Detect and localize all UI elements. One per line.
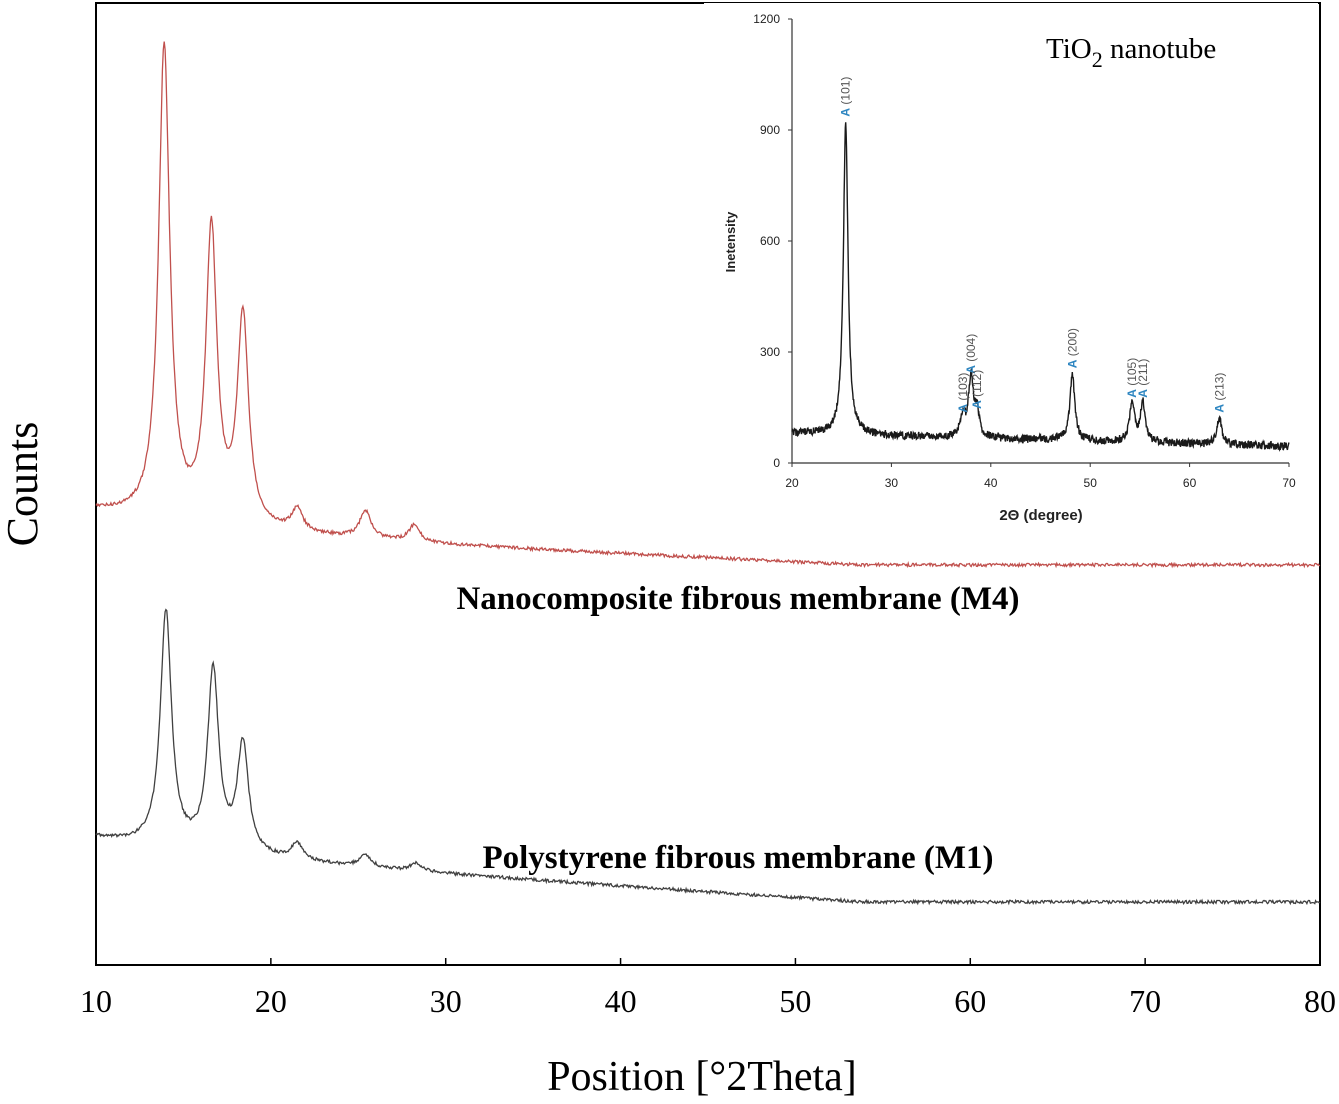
inset-peak-hkl: (105) [1125,358,1139,389]
main-x-tick-label: 70 [1129,983,1161,1019]
inset-y-tick-label: 300 [760,345,780,359]
inset-peak-hkl: (200) [1065,328,1079,359]
inset-x-axis-label: 2Θ (degree) [999,507,1082,524]
inset-peak-hkl: (213) [1212,373,1226,404]
main-x-tick-label: 20 [255,983,287,1019]
inset-title-subscript: 2 [1092,47,1103,72]
inset-peak-label: A (213) [1212,373,1226,413]
main-series-label-m1: Polystyrene fibrous membrane (M1) [482,840,993,876]
inset-peak-phase: A [964,365,978,374]
inset-x-tick-label: 40 [984,476,998,490]
main-y-axis-label: Counts [0,422,47,547]
inset-title-rest: nanotube [1103,33,1217,65]
main-x-tick-label: 10 [80,983,112,1019]
inset-peak-hkl: (211) [1136,359,1150,389]
main-x-tick-label: 60 [954,983,986,1019]
inset-x-tick-label: 30 [885,476,899,490]
inset-title-main: TiO [1046,33,1092,65]
inset-peak-label: A (103) [956,373,970,413]
main-x-tick-label: 50 [779,983,811,1019]
inset-peak-hkl: (004) [964,334,978,365]
inset-peak-phase: A [1065,359,1079,368]
inset-x-tick-label: 60 [1183,476,1197,490]
inset-peak-label: A (101) [839,77,853,117]
main-x-tick-label: 30 [430,983,462,1019]
inset-y-tick-label: 0 [773,456,780,470]
inset-peak-hkl: (103) [956,373,970,404]
inset-y-axis-label: Inetensity [723,211,738,272]
inset-x-tick-label: 70 [1282,476,1296,490]
inset-peak-phase: A [970,400,984,409]
inset-peak-label: A (112) [970,370,984,409]
inset-peak-phase: A [1212,404,1226,413]
inset-y-tick-label: 1200 [753,12,780,26]
inset-peak-phase: A [956,404,970,413]
main-series-line [95,41,1321,569]
inset-peak-hkl: (112) [970,370,984,400]
inset-peak-phase: A [1136,389,1150,398]
inset-series-group [791,122,1290,452]
inset-series-line [791,122,1290,452]
inset-y-tick-label: 600 [760,234,780,248]
main-x-tick-label: 80 [1304,983,1336,1019]
inset-x-tick-label: 20 [785,476,799,490]
inset-ticks: 20 30 40 50 60 70 0 300 600 900 1200 [753,12,1296,490]
main-x-ticks: 10 20 30 40 50 60 70 80 [80,958,1336,1019]
main-series-group [95,41,1321,906]
inset-peak-label: A (211) [1136,359,1150,398]
main-series-line [95,608,1321,906]
inset-background [704,3,1318,531]
main-x-axis-label: Position [°2Theta] [547,1054,857,1100]
inset-peak-phase: A [1125,389,1139,398]
main-x-tick-label: 40 [605,983,637,1019]
inset-title: TiO2 nanotube [1046,33,1216,72]
inset-peak-label: A (200) [1065,328,1079,368]
inset-peak-hkl: (101) [839,77,853,108]
inset-x-tick-label: 50 [1084,476,1098,490]
inset-peak-phase: A [839,108,853,117]
inset-peak-label: A (105) [1125,358,1139,398]
inset-peak-labels: A (101)A (103)A (004)A (112)A (200)A (10… [839,77,1227,413]
inset-y-tick-label: 900 [760,123,780,137]
main-series-label-m4: Nanocomposite fibrous membrane (M4) [456,581,1019,617]
inset-peak-label: A (004) [964,334,978,374]
